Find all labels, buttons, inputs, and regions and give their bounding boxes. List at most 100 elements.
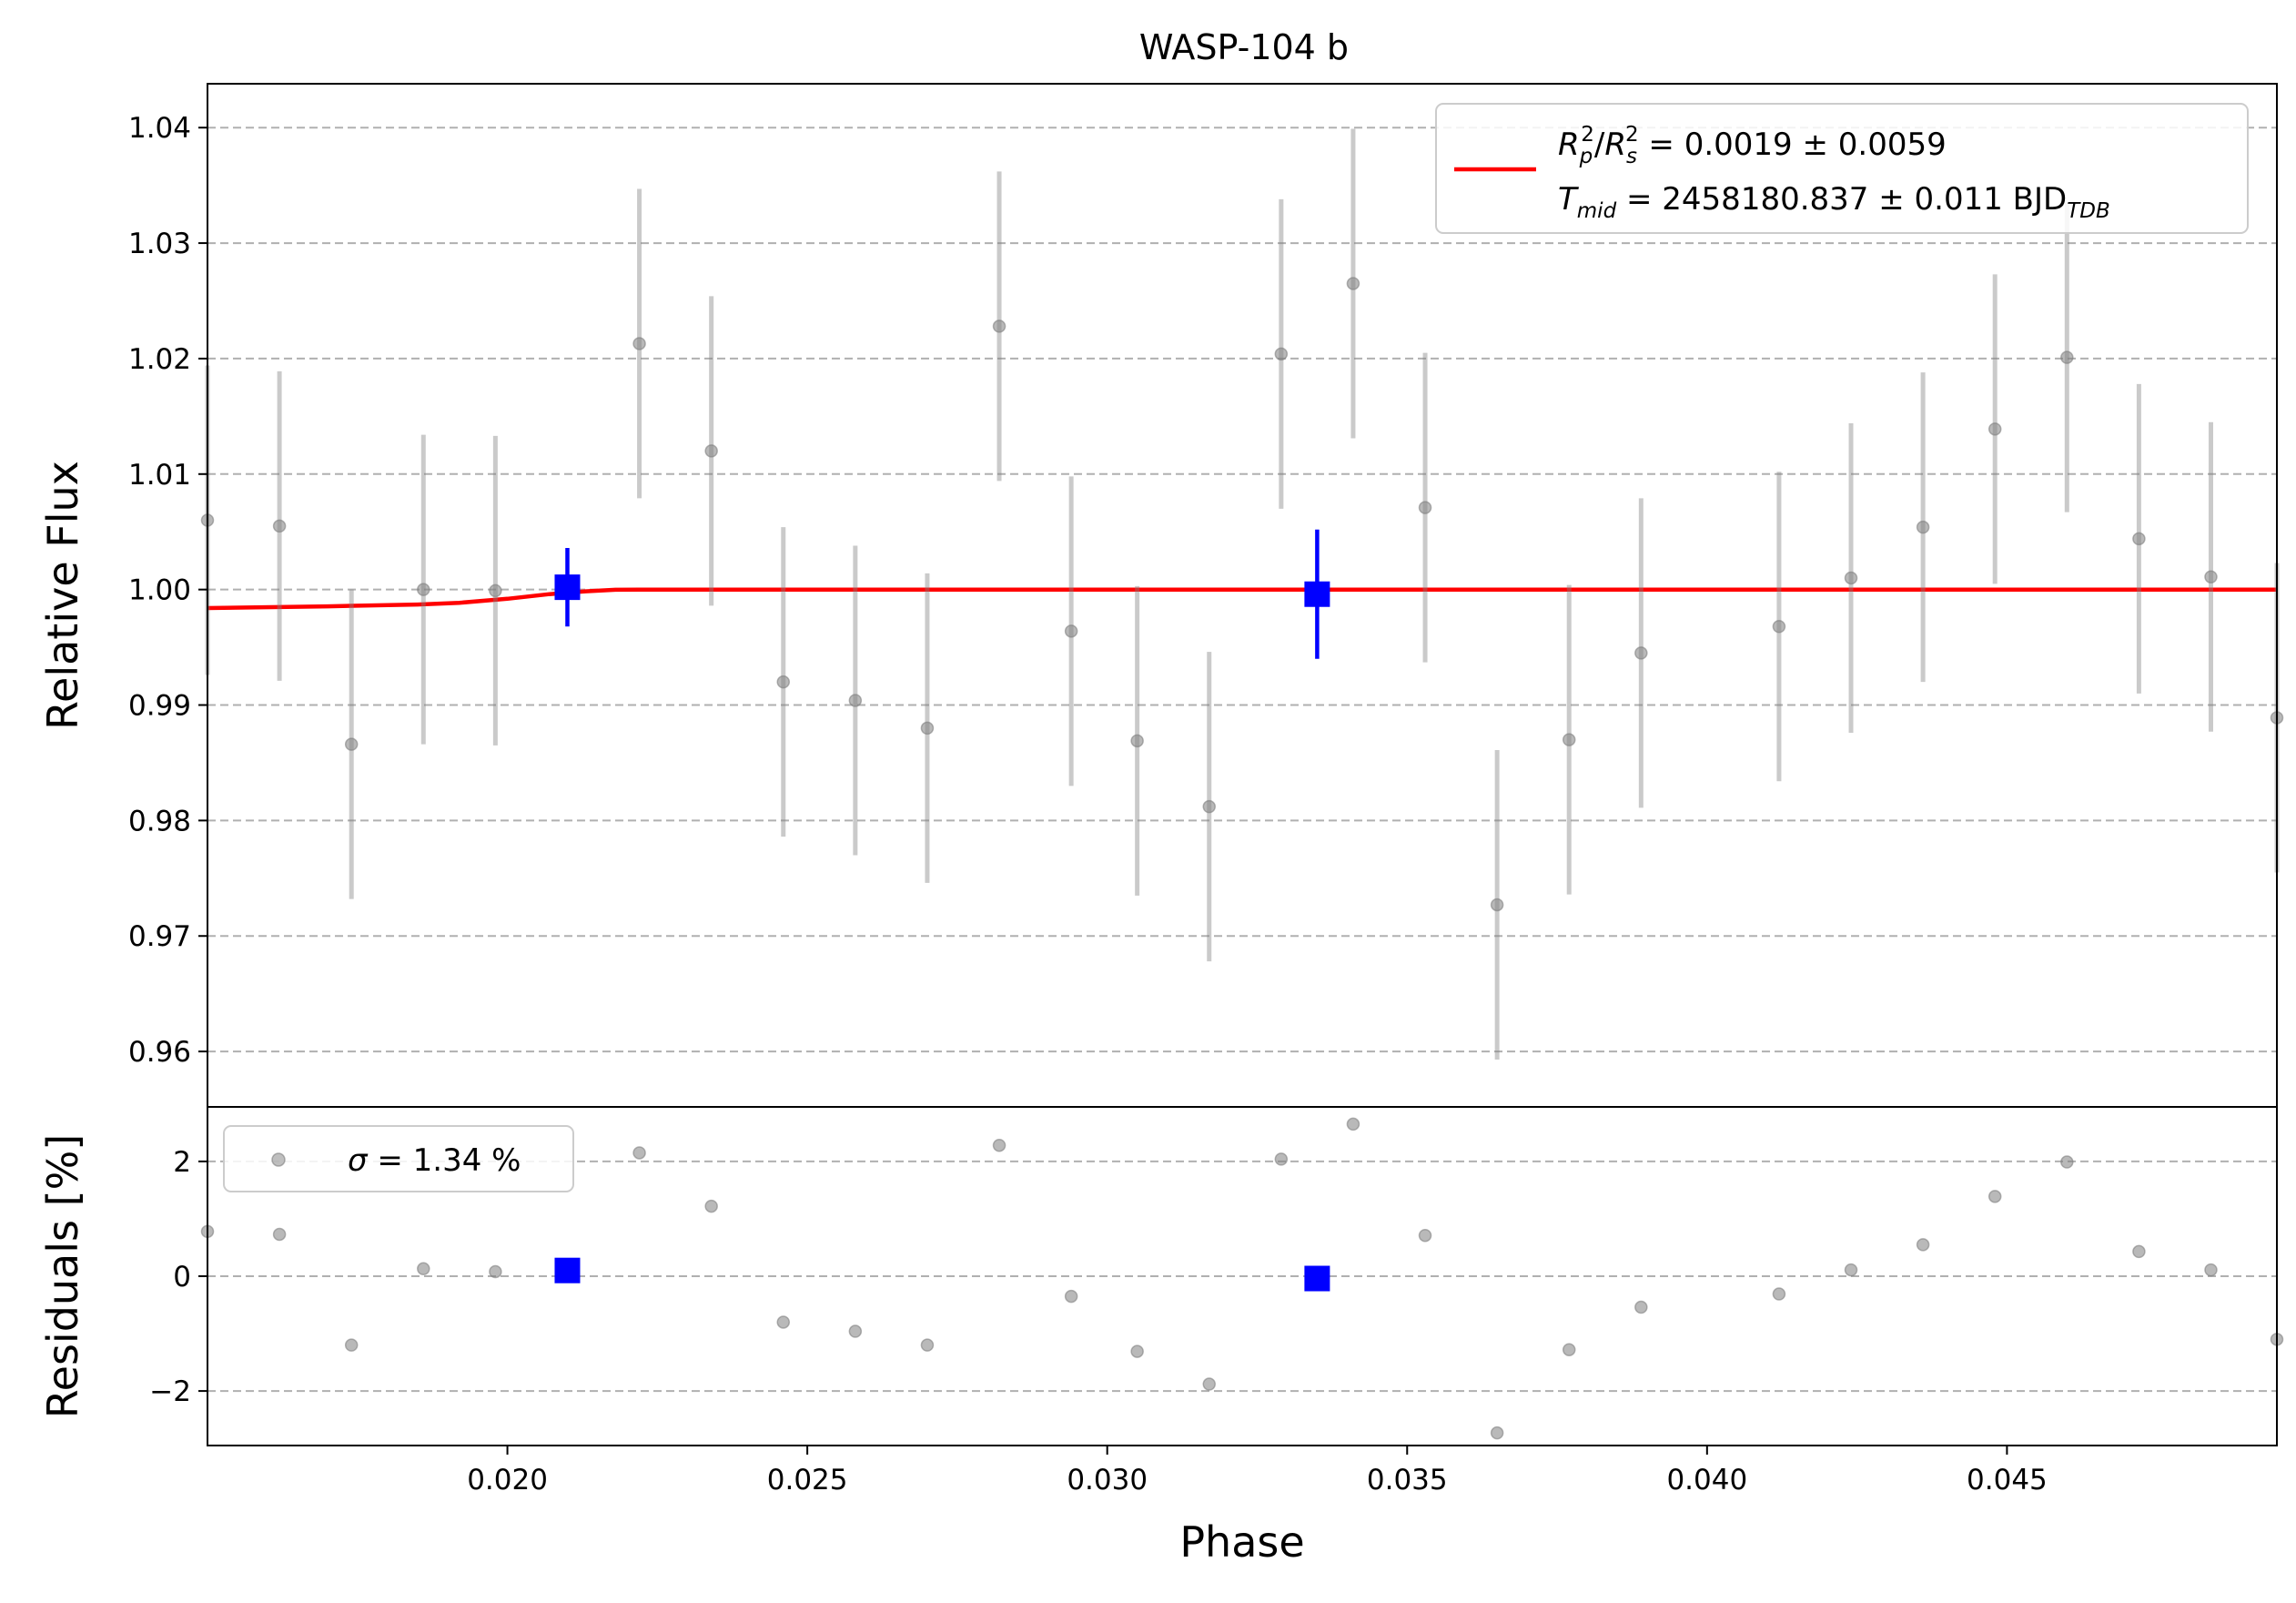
legend-rs-sup: 2 bbox=[1625, 123, 1639, 147]
flux-point bbox=[1772, 620, 1786, 634]
flux-binned-points bbox=[554, 529, 1330, 659]
flux-y-tick-label: 0.98 bbox=[128, 805, 191, 837]
flux-y-tick-label: 1.00 bbox=[128, 574, 191, 607]
flux-point bbox=[1490, 898, 1504, 912]
residual-y-tick-label: 0 bbox=[173, 1261, 191, 1294]
residual-point bbox=[776, 1315, 791, 1329]
flux-point bbox=[1064, 624, 1078, 638]
flux-panel: 0.96 0.97 0.98 0.99 1.00 1.01 1.02 1.03 1.04 Rel… bbox=[38, 83, 2284, 1108]
residual-point bbox=[704, 1199, 718, 1213]
residual-point bbox=[272, 1227, 287, 1242]
legend-t: T bbox=[1558, 181, 1579, 218]
residual-point bbox=[2060, 1155, 2074, 1169]
residual-legend: σ = 1.34 % bbox=[223, 1125, 574, 1192]
legend-rp-sup: 2 bbox=[1581, 123, 1594, 147]
residual-point bbox=[1274, 1152, 1289, 1166]
residual-point bbox=[920, 1338, 935, 1352]
x-tick-label: 0.030 bbox=[1067, 1464, 1148, 1496]
x-axis-label: Phase bbox=[1179, 1517, 1304, 1567]
residual-point bbox=[1490, 1425, 1504, 1440]
x-tick-label: 0.025 bbox=[767, 1464, 848, 1496]
flux-point bbox=[920, 721, 935, 736]
legend-rs: R bbox=[1604, 127, 1626, 163]
flux-y-tick-label: 0.97 bbox=[128, 920, 191, 953]
flux-point bbox=[2132, 532, 2146, 546]
legend-rp: R bbox=[1558, 127, 1580, 163]
flux-y-tick-label: 0.99 bbox=[128, 690, 191, 723]
residual-point bbox=[2132, 1244, 2146, 1259]
flux-point bbox=[344, 737, 359, 751]
residual-binned-point bbox=[1304, 1265, 1330, 1292]
flux-legend: Rp2/Rs2 = 0.0019 ± 0.0059 Tmid = 2458180… bbox=[1435, 103, 2249, 234]
flux-point bbox=[1988, 422, 2002, 436]
legend-sigma-symbol: σ bbox=[348, 1142, 369, 1179]
flux-point bbox=[1130, 734, 1144, 748]
flux-point bbox=[1418, 501, 1432, 514]
flux-y-tick-label: 1.04 bbox=[128, 112, 191, 145]
flux-point bbox=[992, 320, 1006, 333]
flux-point bbox=[489, 583, 502, 598]
flux-point bbox=[417, 583, 430, 596]
residual-point bbox=[1130, 1344, 1144, 1358]
transit-model-line bbox=[207, 587, 2277, 611]
residual-point bbox=[1772, 1287, 1786, 1301]
flux-point bbox=[1844, 571, 1858, 585]
flux-y-tick-label: 0.96 bbox=[128, 1036, 191, 1069]
legend-rp-sub: p bbox=[1579, 145, 1593, 168]
plot-title: WASP-104 b bbox=[1139, 27, 1349, 67]
residual-point bbox=[1916, 1238, 1930, 1252]
flux-point bbox=[272, 519, 287, 533]
flux-point bbox=[2060, 350, 2074, 364]
residual-panel: −2 0 2 0.020 0.025 0.030 0.035 0.040 0.045 Resi… bbox=[38, 1106, 2284, 1567]
flux-binned-point bbox=[1304, 581, 1330, 607]
flux-y-tick-label: 1.02 bbox=[128, 343, 191, 376]
legend-radius-ratio: Rp2/Rs2 = 0.0019 ± 0.0059 bbox=[1558, 123, 1947, 168]
legend-residual-marker bbox=[271, 1152, 286, 1167]
flux-point bbox=[1634, 646, 1648, 660]
flux-y-tick-label: 1.01 bbox=[128, 459, 191, 492]
residual-point bbox=[489, 1264, 502, 1279]
legend-sigma-value: = 1.34 % bbox=[368, 1142, 521, 1179]
residual-point bbox=[1418, 1228, 1432, 1243]
residual-point bbox=[2204, 1263, 2218, 1277]
residual-point bbox=[417, 1262, 430, 1276]
x-tick-label: 0.020 bbox=[467, 1464, 548, 1496]
x-tick-label: 0.035 bbox=[1367, 1464, 1448, 1496]
flux-point bbox=[632, 337, 646, 350]
flux-point bbox=[776, 675, 791, 689]
flux-binned-point bbox=[554, 574, 581, 601]
residual-point bbox=[1844, 1263, 1858, 1277]
flux-point bbox=[1916, 520, 1930, 534]
residual-y-tick-label: −2 bbox=[149, 1375, 191, 1408]
legend-tmid: Tmid = 2458180.837 ± 0.011 BJDTDB bbox=[1558, 181, 2110, 223]
residual-point bbox=[1064, 1289, 1078, 1304]
legend-sigma: σ = 1.34 % bbox=[348, 1142, 521, 1179]
residual-point bbox=[1562, 1343, 1576, 1356]
flux-point bbox=[1274, 347, 1289, 361]
residual-point bbox=[848, 1324, 863, 1338]
residual-points bbox=[200, 1117, 2284, 1440]
flux-y-axis-label: Relative Flux bbox=[38, 461, 87, 730]
residual-point bbox=[632, 1146, 646, 1160]
residual-y-ticks: −2 0 2 bbox=[149, 1146, 207, 1408]
flux-y-tick-label: 1.03 bbox=[128, 228, 191, 260]
x-tick-label: 0.040 bbox=[1666, 1464, 1747, 1496]
residual-point bbox=[1202, 1377, 1216, 1391]
legend-tdb-sub: TDB bbox=[2067, 199, 2110, 223]
flux-point bbox=[848, 694, 863, 707]
legend-rs-sub: s bbox=[1626, 145, 1637, 168]
flux-y-ticks: 0.96 0.97 0.98 0.99 1.00 1.01 1.02 1.03 1.04 bbox=[128, 112, 207, 1069]
flux-legend-box bbox=[1435, 103, 2249, 234]
legend-t-sub: mid bbox=[1577, 199, 1617, 223]
flux-point bbox=[1346, 277, 1360, 290]
x-tick-label: 0.045 bbox=[1967, 1464, 2048, 1496]
residual-y-axis-label: Residuals [%] bbox=[38, 1134, 87, 1418]
legend-slash: / bbox=[1594, 127, 1605, 163]
residual-point bbox=[1988, 1190, 2002, 1203]
residual-binned-points bbox=[554, 1257, 1330, 1292]
residual-legend-box bbox=[223, 1125, 574, 1192]
residual-y-tick-label: 2 bbox=[173, 1146, 191, 1179]
legend-tmid-value: = 2458180.837 ± 0.011 BJD bbox=[1616, 181, 2067, 218]
